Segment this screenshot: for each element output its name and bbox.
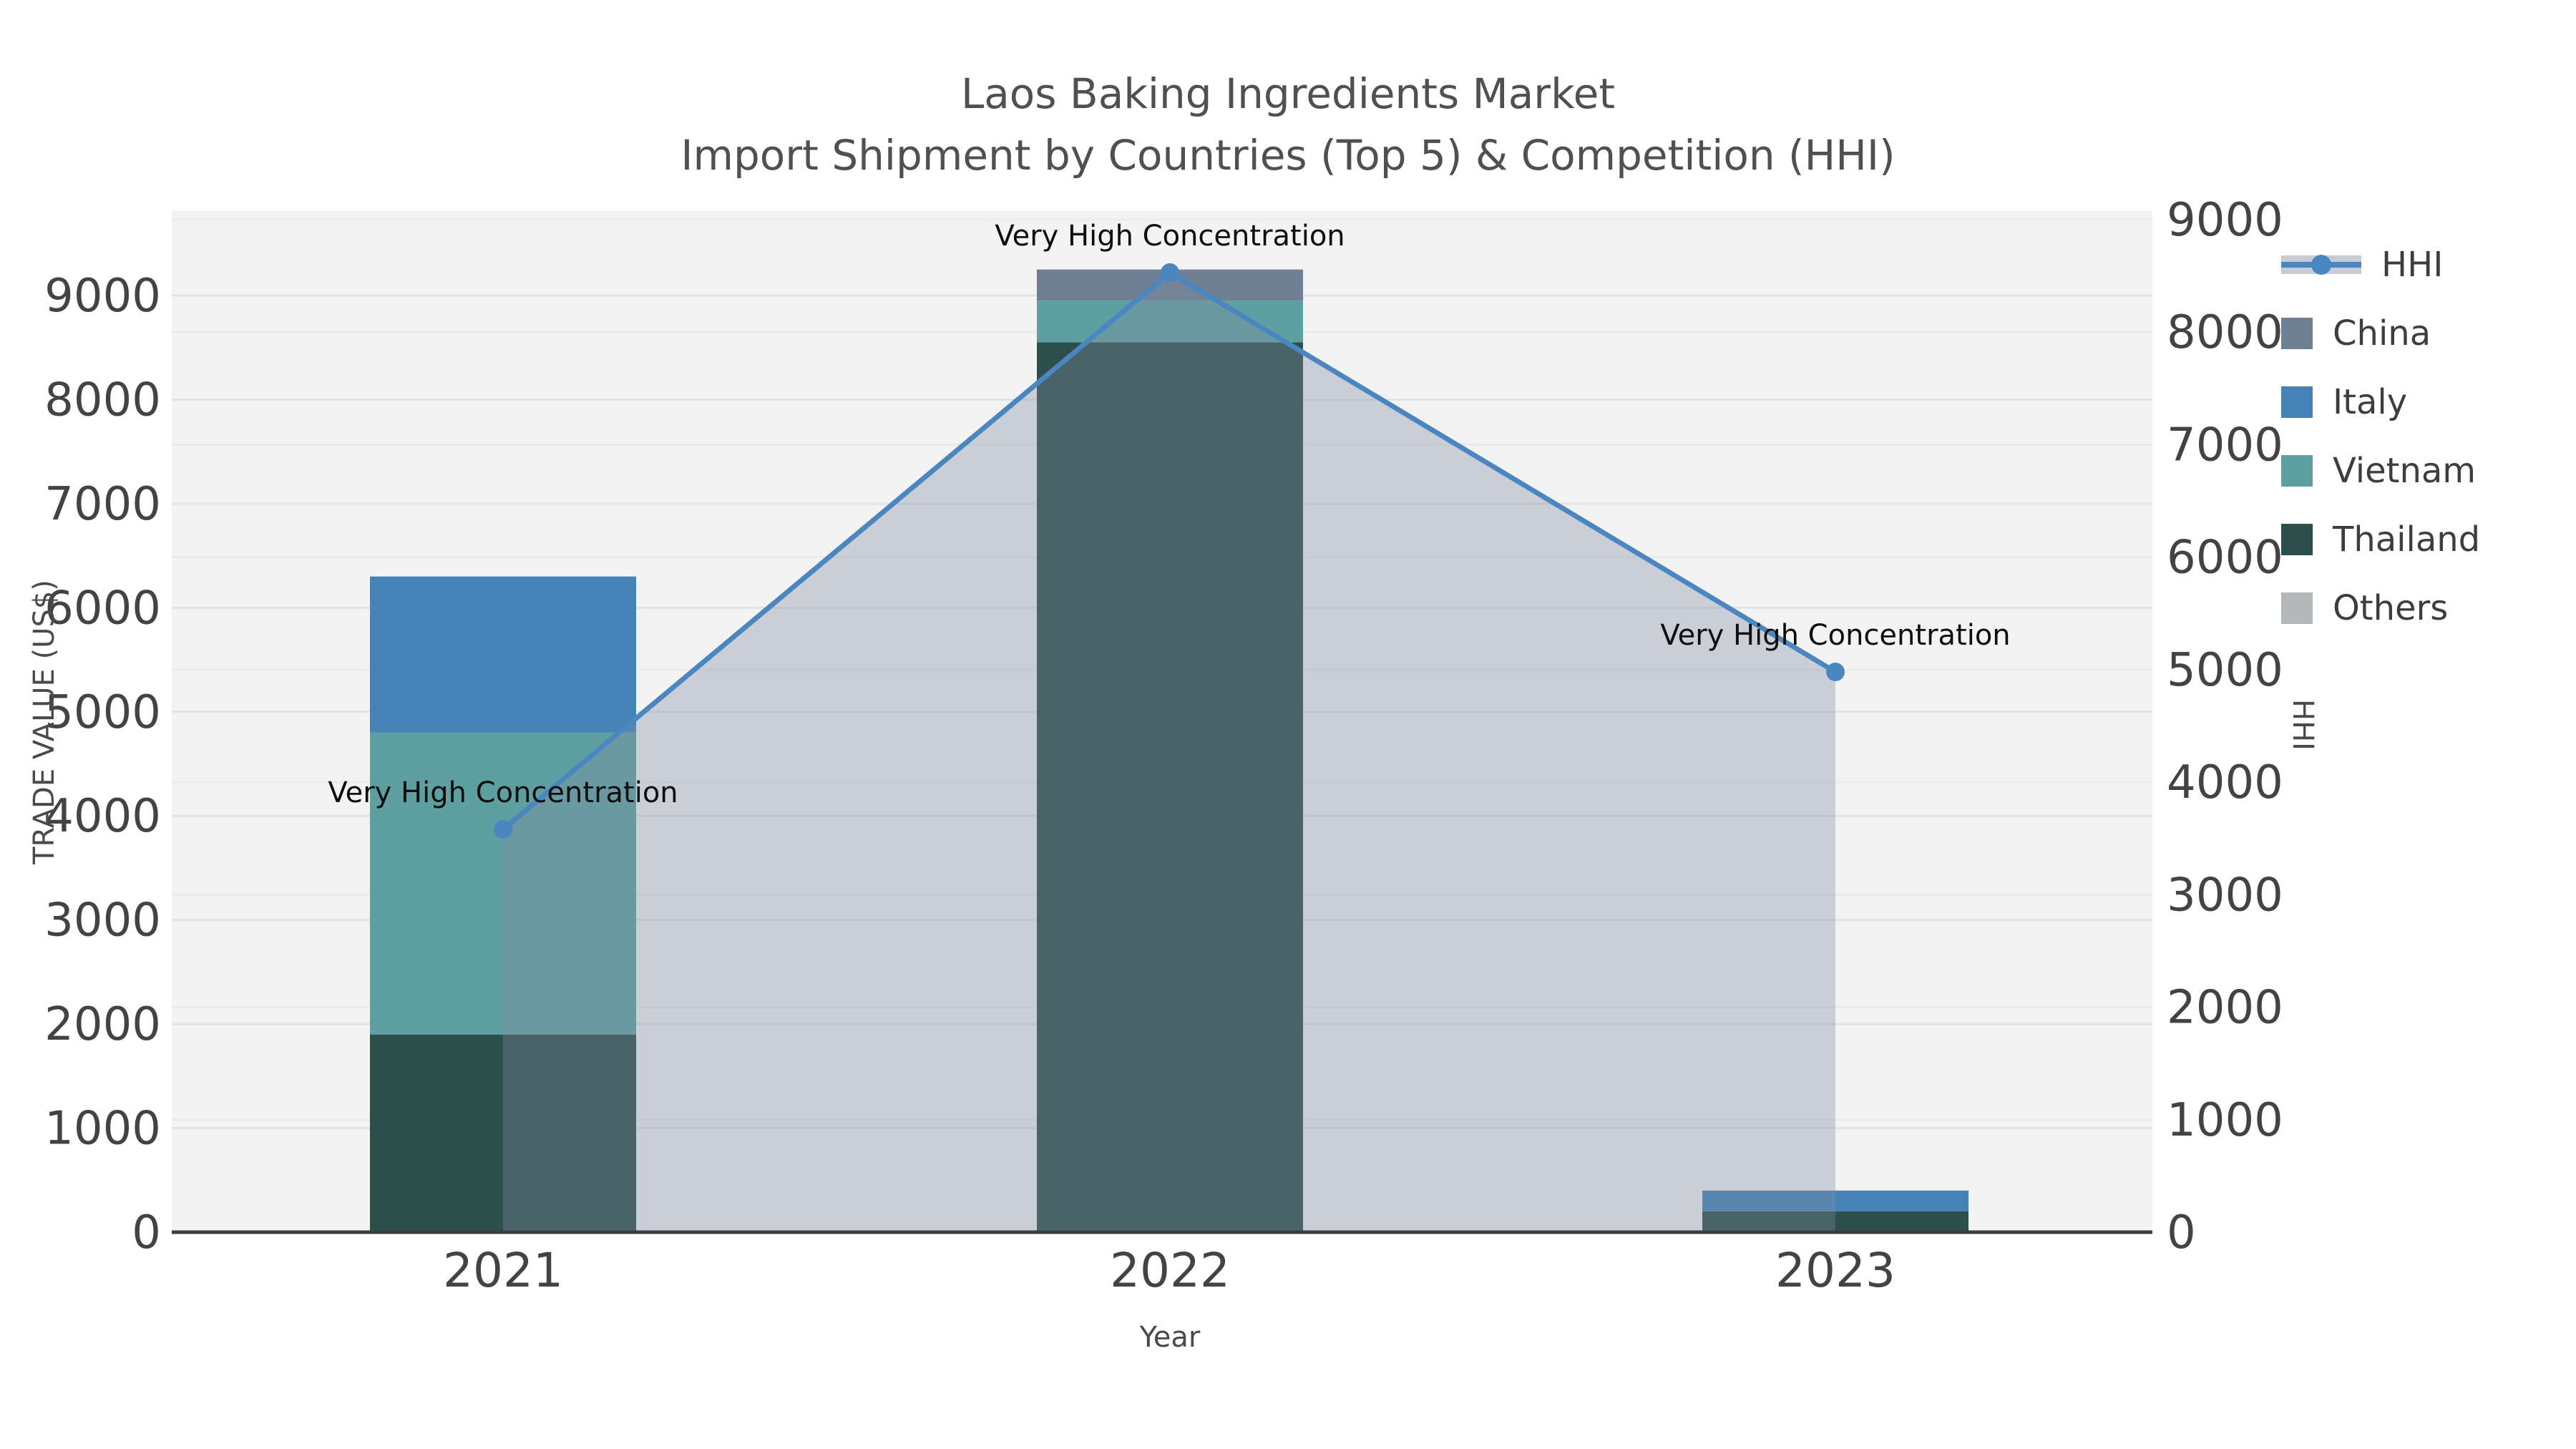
chart-title: Laos Baking Ingredients Market Import Sh… <box>0 63 2576 186</box>
legend-item-thailand: Thailand <box>2281 505 2480 574</box>
legend-label-others: Others <box>2333 588 2449 628</box>
legend-label-hhi: HHI <box>2381 245 2444 285</box>
left-tick-0: 0 <box>132 1206 161 1259</box>
x-tick-2021: 2021 <box>443 1243 563 1298</box>
hhi-marker-2022 <box>1161 263 1179 282</box>
x-tick-2023: 2023 <box>1775 1243 1896 1298</box>
legend-swatch-thailand <box>2281 524 2313 555</box>
legend-swatch-italy <box>2281 386 2313 418</box>
left-tick-5000: 5000 <box>44 686 161 739</box>
right-tick-6000: 6000 <box>2167 532 2283 585</box>
bar-segment-thailand-2022 <box>1037 342 1303 1233</box>
right-tick-2000: 2000 <box>2167 982 2283 1035</box>
legend-label-thailand: Thailand <box>2333 519 2481 560</box>
chart-title-line2: Import Shipment by Countries (Top 5) & C… <box>680 131 1896 180</box>
legend-item-others: Others <box>2281 574 2480 643</box>
x-tick-2022: 2022 <box>1110 1243 1230 1298</box>
annotation-2023: Very High Concentration <box>1660 619 2010 652</box>
hhi-marker-2021 <box>494 820 512 839</box>
right-tick-3000: 3000 <box>2167 869 2283 922</box>
right-tick-8000: 8000 <box>2167 306 2283 359</box>
y-axis-label-left: TRADE VALUE (US$) <box>28 580 61 864</box>
legend-item-hhi: HHI <box>2281 230 2480 299</box>
legend-label-china: China <box>2333 313 2431 353</box>
left-tick-7000: 7000 <box>44 478 161 531</box>
hhi-marker-2023 <box>1826 663 1845 682</box>
left-tick-3000: 3000 <box>44 894 161 947</box>
right-tick-0: 0 <box>2167 1206 2196 1259</box>
left-tick-1000: 1000 <box>44 1103 161 1156</box>
annotation-2021: Very High Concentration <box>328 776 678 809</box>
legend-item-china: China <box>2281 299 2480 368</box>
legend-swatch-china <box>2281 318 2313 349</box>
legend: HHI China Italy Vietnam Thailand Others <box>2281 230 2480 643</box>
right-tick-4000: 4000 <box>2167 756 2283 809</box>
bar-segment-vietnam-2022 <box>1037 301 1303 343</box>
left-tick-2000: 2000 <box>44 998 161 1051</box>
left-tick-8000: 8000 <box>44 374 161 426</box>
legend-item-italy: Italy <box>2281 368 2480 436</box>
x-axis-label: Year <box>1139 1321 1201 1354</box>
legend-label-vietnam: Vietnam <box>2333 451 2477 491</box>
y-axis-label-right: HHI <box>2286 699 2319 751</box>
right-tick-1000: 1000 <box>2167 1094 2283 1147</box>
right-tick-9000: 9000 <box>2167 194 2283 247</box>
left-tick-9000: 9000 <box>44 270 161 323</box>
left-tick-6000: 6000 <box>44 582 161 635</box>
right-tick-7000: 7000 <box>2167 419 2283 472</box>
bar-segment-italy-2023 <box>1702 1190 1968 1211</box>
legend-swatch-others <box>2281 592 2313 624</box>
right-tick-5000: 5000 <box>2167 644 2283 697</box>
legend-sample-part <box>2311 255 2331 275</box>
legend-item-vietnam: Vietnam <box>2281 436 2480 505</box>
bar-segment-vietnam-2021 <box>370 732 636 1035</box>
bar-segment-thailand-2021 <box>370 1034 636 1232</box>
legend-label-italy: Italy <box>2333 382 2408 422</box>
hhi-area-fill <box>503 272 1835 1233</box>
annotation-2022: Very High Concentration <box>995 220 1345 253</box>
left-tick-4000: 4000 <box>44 790 161 843</box>
bar-segment-thailand-2023 <box>1702 1211 1968 1232</box>
legend-hhi-line-icon <box>2281 255 2361 275</box>
legend-swatch-vietnam <box>2281 455 2313 487</box>
bar-segment-italy-2021 <box>370 576 636 733</box>
chart-title-line1: Laos Baking Ingredients Market <box>960 69 1616 118</box>
